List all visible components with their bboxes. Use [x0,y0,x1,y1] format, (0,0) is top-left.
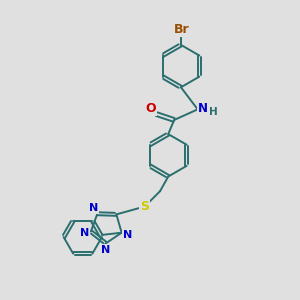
Text: Br: Br [174,23,189,36]
Text: N: N [123,230,132,240]
Text: N: N [89,203,98,213]
Text: N: N [198,102,208,115]
Text: H: H [208,107,217,117]
Text: N: N [80,228,89,239]
Text: N: N [101,245,110,255]
Text: O: O [146,102,157,115]
Text: S: S [140,200,149,213]
